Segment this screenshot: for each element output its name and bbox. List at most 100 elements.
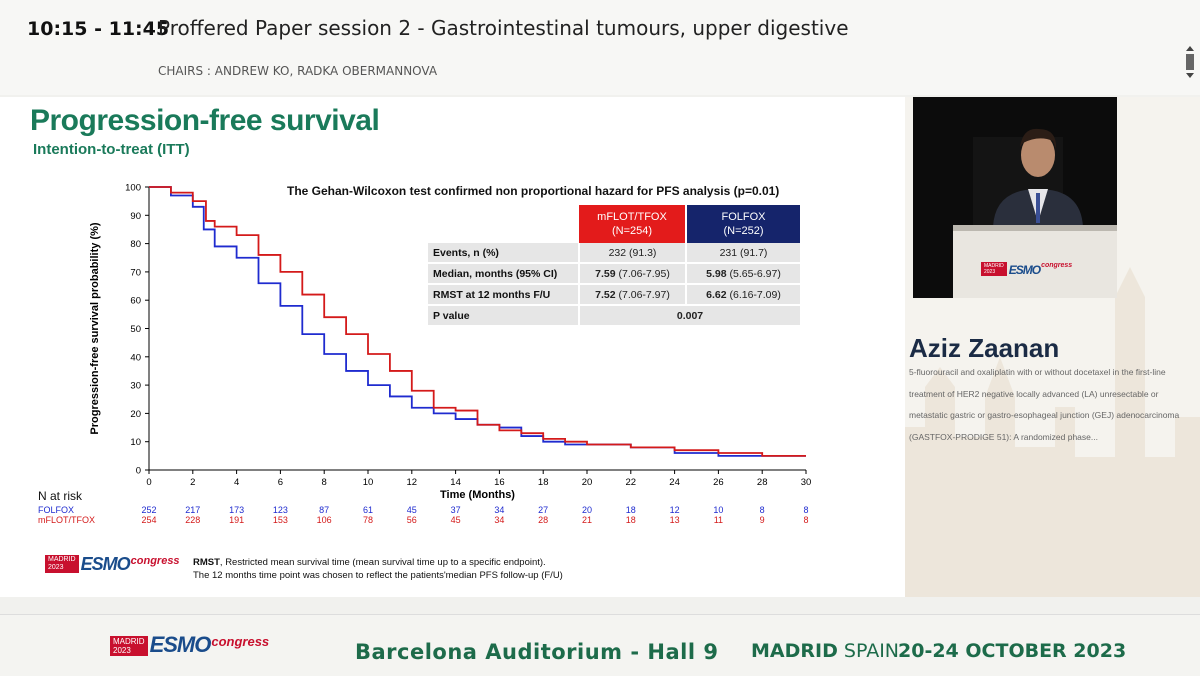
x-tick-label: 14 (450, 477, 461, 488)
n-at-risk-value: 87 (319, 505, 330, 515)
row-label: RMST at 12 months F/U (428, 284, 579, 306)
cell-folfox-ci: (6.16-7.09) (729, 288, 781, 301)
n-at-risk-value: 45 (406, 505, 417, 515)
stats-header-folfox-name: FOLFOX (721, 211, 766, 223)
speaker-video-frame (913, 97, 1117, 298)
y-tick-label: 100 (125, 183, 141, 194)
x-tick-label: 10 (363, 477, 374, 488)
cell-mflot-value: 7.59 (595, 267, 616, 280)
n-at-risk-value: 8 (803, 515, 809, 525)
y-tick-label: 80 (130, 239, 141, 250)
slide-title: Progression-free survival (30, 104, 380, 137)
x-tick-label: 26 (713, 477, 724, 488)
table-row: RMST at 12 months F/U 7.52 (7.06-7.97) 6… (428, 284, 800, 306)
presentation-abstract: 5-fluorouracil and oxaliplatin with or w… (909, 367, 1180, 442)
n-at-risk-row-label: FOLFOX (38, 505, 75, 515)
n-at-risk-value: 153 (272, 515, 288, 525)
n-at-risk-value: 228 (185, 515, 201, 525)
footer-logo-brand: ESMO (149, 632, 212, 657)
cell-folfox: 5.98 (5.65-6.97) (685, 263, 800, 285)
x-tick-label: 20 (582, 477, 593, 488)
x-tick-label: 4 (234, 477, 239, 488)
scroll-up-icon[interactable] (1186, 46, 1194, 51)
series-line-folfox (149, 186, 806, 457)
table-row: Median, months (95% CI) 7.59 (7.06-7.95)… (428, 263, 800, 285)
n-at-risk-value: 37 (450, 505, 461, 515)
hall-name: Barcelona Auditorium - Hall 9 (355, 640, 719, 664)
n-at-risk-value: 8 (759, 505, 765, 515)
stats-header-mflot-n: (N=254) (611, 225, 653, 237)
y-axis-label: Progression-free survival probability (%… (89, 222, 101, 434)
n-at-risk-value: 34 (494, 505, 505, 515)
cell-folfox: 231 (91.7) (685, 243, 800, 264)
congress-location: MADRID SPAIN (751, 640, 899, 662)
table-row: P value 0.007 (428, 305, 800, 327)
footer-esmo-logo: MADRID 2023 ESMO congress (110, 634, 269, 656)
n-at-risk-value: 61 (362, 505, 373, 515)
n-at-risk-row-label: mFLOT/TFOX (38, 515, 95, 525)
podium-logo-badge: MADRID 2023 (981, 262, 1007, 276)
cell-folfox-ci: (5.65-6.97) (729, 267, 781, 280)
stats-table: mFLOT/TFOX (N=254) FOLFOX (N=252) Events… (428, 205, 800, 327)
n-at-risk-value: 252 (141, 505, 157, 515)
podium-esmo-logo: MADRID 2023 ESMO congress (981, 262, 1072, 276)
x-tick-label: 30 (801, 477, 812, 488)
y-tick-label: 0 (136, 466, 141, 477)
logo-congress: congress (130, 555, 180, 567)
session-title: Proffered Paper session 2 - Gastrointest… (158, 16, 849, 40)
n-at-risk-value: 191 (229, 515, 245, 525)
x-tick-label: 0 (146, 477, 151, 488)
table-row: Events, n (%) 232 (91.3) 231 (91.7) (428, 243, 800, 264)
n-at-risk-value: 27 (538, 505, 549, 515)
stats-header-folfox-n: (N=252) (723, 225, 764, 237)
stats-empty-cell (428, 205, 579, 243)
podium-logo-year: 2023 (984, 269, 996, 275)
slide-subtitle: Intention-to-treat (ITT) (33, 141, 190, 158)
y-tick-label: 60 (130, 296, 141, 307)
n-at-risk-value: 8 (803, 505, 809, 515)
n-at-risk-value: 34 (494, 515, 505, 525)
congress-dates: 20-24 OCTOBER 2023 (898, 640, 1127, 662)
logo-brand: ESMO (80, 554, 131, 574)
session-chairs: CHAIRS : ANDREW KO, RADKA OBERMANNOVA (158, 64, 438, 78)
presentation-slide (0, 97, 905, 597)
n-at-risk-value: 173 (229, 505, 245, 515)
cell-folfox-value: 6.62 (706, 288, 727, 301)
logo-badge: MADRID 2023 (45, 555, 79, 573)
speaker-name: Aziz Zaanan (909, 333, 1060, 363)
stats-header-mflot: mFLOT/TFOX (N=254) (579, 205, 686, 243)
x-tick-label: 24 (669, 477, 680, 488)
footer-logo-city: MADRID (113, 637, 145, 646)
y-tick-label: 30 (130, 381, 141, 392)
cell-mflot: 7.59 (7.06-7.95) (578, 263, 686, 285)
cell-folfox-value: 5.98 (706, 267, 727, 280)
x-tick-label: 28 (757, 477, 768, 488)
session-header (0, 0, 1200, 95)
n-at-risk-value: 254 (141, 515, 157, 525)
slide-footnote: RMST, Restricted mean survival time (mea… (193, 556, 563, 582)
y-tick-label: 10 (130, 437, 141, 448)
congress-country: SPAIN (843, 640, 900, 662)
logo-year: 2023 (48, 564, 64, 571)
n-at-risk-value: 28 (538, 515, 549, 525)
n-at-risk-value: 21 (581, 515, 592, 525)
cell-mflot: 232 (91.3) (578, 243, 686, 264)
scroll-down-icon[interactable] (1186, 73, 1194, 78)
x-tick-label: 8 (322, 477, 327, 488)
y-tick-label: 90 (130, 211, 141, 222)
stats-header-folfox: FOLFOX (N=252) (685, 205, 800, 243)
row-label: Events, n (%) (428, 243, 579, 264)
x-tick-label: 6 (278, 477, 283, 488)
n-at-risk-value: 12 (669, 505, 680, 515)
x-tick-label: 12 (407, 477, 418, 488)
x-tick-label: 16 (494, 477, 505, 488)
speaker-video: MADRID 2023 ESMO congress (913, 97, 1117, 298)
scroll-thumb[interactable] (1186, 54, 1194, 70)
n-at-risk-value: 56 (406, 515, 417, 525)
n-at-risk-value: 45 (450, 515, 461, 525)
footer-logo-congress: congress (211, 634, 270, 649)
n-at-risk-value: 18 (625, 515, 636, 525)
header-scrollbar[interactable] (1184, 46, 1196, 78)
n-at-risk-value: 20 (581, 505, 592, 515)
